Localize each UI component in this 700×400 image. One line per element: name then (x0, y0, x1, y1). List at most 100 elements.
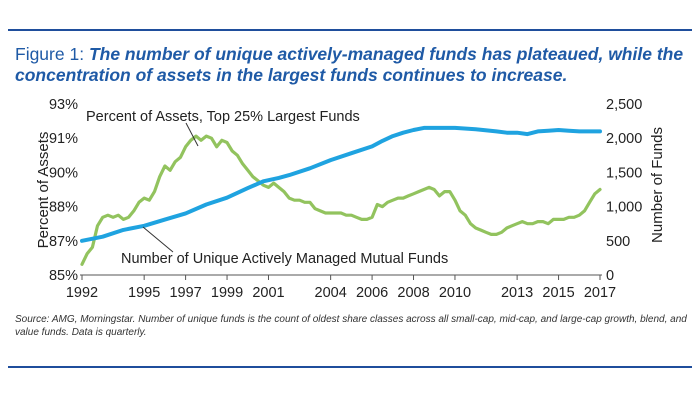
point-percent-assets (562, 218, 565, 221)
point-number-of-funds (277, 177, 280, 180)
point-percent-assets (246, 169, 249, 172)
series-line-number-of-funds (80, 125, 602, 243)
point-percent-assets (298, 199, 301, 202)
point-percent-assets (81, 263, 84, 266)
x-tick-label: 1992 (66, 285, 98, 301)
point-percent-assets (495, 233, 498, 236)
point-percent-assets (459, 210, 462, 213)
point-percent-assets (174, 160, 177, 163)
point-number-of-funds (516, 131, 519, 134)
point-percent-assets (423, 188, 426, 191)
point-percent-assets (334, 212, 337, 215)
point-percent-assets (381, 205, 384, 208)
point-percent-assets (112, 216, 115, 219)
point-percent-assets (122, 218, 125, 221)
point-percent-assets (469, 222, 472, 225)
point-percent-assets (485, 231, 488, 234)
annotation-leader-funds (142, 226, 174, 253)
point-percent-assets (252, 175, 255, 178)
point-number-of-funds (101, 235, 104, 238)
left-tick-label: 91% (49, 131, 78, 147)
point-number-of-funds (536, 130, 539, 133)
annotation-number-of-funds: Number of Unique Actively Managed Mutual… (121, 251, 448, 267)
point-percent-assets (443, 190, 446, 193)
point-percent-assets (536, 220, 539, 223)
figure-label: Figure 1: (15, 44, 85, 64)
point-number-of-funds (371, 145, 374, 148)
point-percent-assets (360, 218, 363, 221)
point-percent-assets (500, 231, 503, 234)
left-tick-label: 85% (49, 268, 78, 284)
point-percent-assets (557, 218, 560, 221)
point-number-of-funds (226, 196, 229, 199)
point-percent-assets (221, 139, 224, 142)
point-percent-assets (303, 201, 306, 204)
point-percent-assets (573, 216, 576, 219)
point-percent-assets (288, 197, 291, 200)
x-axis-ticks: 1992 1995 1997 1999 2001 2004 2006 2008 2010 2013… (66, 275, 616, 301)
point-number-of-funds (568, 129, 571, 132)
point-number-of-funds (288, 174, 291, 177)
x-tick-label: 2010 (439, 285, 471, 301)
point-percent-assets (407, 195, 410, 198)
point-number-of-funds (184, 212, 187, 215)
point-percent-assets (277, 186, 280, 189)
point-percent-assets (448, 190, 451, 193)
left-tick-label: 88% (49, 200, 78, 216)
point-percent-assets (164, 165, 167, 168)
point-percent-assets (391, 199, 394, 202)
point-percent-assets (366, 218, 369, 221)
x-tick-label: 1999 (211, 285, 243, 301)
point-percent-assets (588, 201, 591, 204)
point-percent-assets (438, 195, 441, 198)
point-number-of-funds (329, 159, 332, 162)
point-percent-assets (293, 199, 296, 202)
x-tick-label: 2006 (356, 285, 388, 301)
point-number-of-funds (350, 152, 353, 155)
point-number-of-funds (205, 203, 208, 206)
x-tick-label: 2004 (315, 285, 347, 301)
point-number-of-funds (526, 133, 529, 136)
point-number-of-funds (391, 135, 394, 138)
point-percent-assets (226, 141, 229, 144)
point-percent-assets (283, 190, 286, 193)
point-percent-assets (350, 214, 353, 217)
point-percent-assets (464, 214, 467, 217)
point-percent-assets (433, 188, 436, 191)
point-percent-assets (599, 188, 602, 191)
point-percent-assets (231, 150, 234, 153)
point-percent-assets (314, 207, 317, 210)
annotation-percent-assets: Percent of Assets, Top 25% Largest Funds (86, 109, 360, 125)
point-number-of-funds (474, 128, 477, 131)
point-percent-assets (101, 216, 104, 219)
point-number-of-funds (246, 187, 249, 190)
point-number-of-funds (588, 130, 591, 133)
point-percent-assets (542, 220, 545, 223)
point-number-of-funds (164, 218, 167, 221)
point-percent-assets (158, 175, 161, 178)
point-percent-assets (329, 212, 332, 215)
point-number-of-funds (81, 239, 84, 242)
point-percent-assets (345, 214, 348, 217)
left-axis-label: Percent of Assets (35, 132, 52, 249)
x-tick-label: 2001 (252, 285, 284, 301)
point-percent-assets (236, 154, 239, 157)
point-percent-assets (402, 197, 405, 200)
x-tick-label: 2017 (584, 285, 616, 301)
x-tick-label: 2015 (542, 285, 574, 301)
right-tick-label: 500 (606, 234, 630, 250)
x-tick-label: 2008 (397, 285, 429, 301)
point-number-of-funds (547, 129, 550, 132)
point-percent-assets (490, 233, 493, 236)
point-number-of-funds (309, 167, 312, 170)
point-percent-assets (91, 246, 94, 249)
point-number-of-funds (122, 229, 125, 232)
point-percent-assets (195, 135, 198, 138)
point-percent-assets (127, 216, 130, 219)
point-percent-assets (96, 224, 99, 227)
point-percent-assets (210, 137, 213, 140)
source-note: Source: AMG, Morningstar. Number of uniq… (15, 314, 687, 338)
point-percent-assets (241, 162, 244, 165)
point-percent-assets (267, 186, 270, 189)
x-tick-label: 1997 (169, 285, 201, 301)
